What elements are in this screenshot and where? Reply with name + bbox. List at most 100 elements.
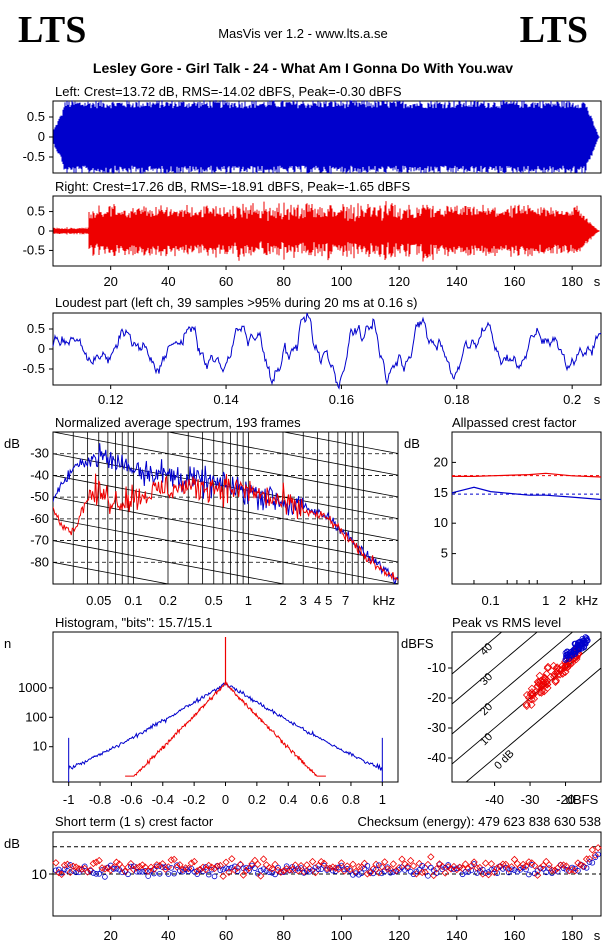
shortterm-point-left <box>205 871 212 878</box>
shortterm-point-left <box>355 871 362 878</box>
shortterm-point-right <box>432 865 441 873</box>
loudest-xtick: 0.18 <box>444 392 469 407</box>
shortterm-point-right <box>502 860 510 869</box>
shortterm-point-right <box>274 866 282 874</box>
shortterm-point-right <box>150 865 158 873</box>
shortterm-point-left <box>540 865 547 872</box>
shortterm-point-left <box>358 870 365 876</box>
shortterm-point-left <box>93 871 100 877</box>
shortterm-point-right <box>484 871 493 879</box>
shortterm-xtick: 20 <box>103 928 117 943</box>
peakrms-points <box>522 634 591 710</box>
shortterm-point-right <box>254 860 262 869</box>
shortterm-xtick: 180 <box>561 928 583 943</box>
allpass-ytick: 10 <box>434 515 448 530</box>
shortterm-point-right <box>245 864 253 872</box>
loudest-xtick: 0.12 <box>98 392 123 407</box>
shortterm-point-left <box>275 864 281 871</box>
shortterm-point-left <box>113 865 120 872</box>
shortterm-xtick: 100 <box>331 928 353 943</box>
shortterm-point-right <box>409 862 418 870</box>
shortterm-point-left <box>226 865 232 872</box>
shortterm-point-left <box>110 866 117 872</box>
shortterm-point-left <box>425 873 431 879</box>
shortterm-point-right <box>435 860 444 868</box>
shortterm-point-right <box>398 855 406 863</box>
shortterm-point-left <box>139 868 146 875</box>
shortterm-xtick: 160 <box>504 928 526 943</box>
left-wave-ytick: 0 <box>38 129 45 144</box>
shortterm-point-right <box>138 861 147 869</box>
shortterm-point-right <box>461 860 470 868</box>
peakrms-point-right <box>522 690 532 700</box>
allpass-ytick: 5 <box>441 546 448 561</box>
shortterm-point-right <box>280 867 288 875</box>
shortterm-point-right <box>210 864 219 873</box>
spectrum-xtick: 3 <box>300 593 307 608</box>
histogram-ylabel: n <box>4 636 11 651</box>
peakrms-xunit: dBFS <box>566 792 599 807</box>
shortterm-point-right <box>513 859 522 868</box>
shortterm-point-left <box>589 859 596 866</box>
peakrms-point-right <box>549 661 558 671</box>
peakrms-point-right <box>524 693 534 702</box>
allpass-ytick: 15 <box>434 485 448 500</box>
allpass-ylabel: dB <box>404 436 420 451</box>
shortterm-point-right <box>455 863 464 872</box>
peakrms-diag-label: 20 <box>478 701 495 718</box>
shortterm-point-left <box>119 869 126 876</box>
shortterm-point-left <box>102 874 108 880</box>
shortterm-point-left <box>407 868 414 875</box>
shortterm-point-left <box>243 864 250 871</box>
shortterm-point-left <box>410 871 417 878</box>
shortterm-point-right <box>190 857 199 866</box>
peakrms-point-right <box>555 664 564 674</box>
shortterm-point-left <box>96 871 102 877</box>
shortterm-point-left <box>433 870 440 876</box>
shortterm-point-right <box>346 865 354 874</box>
shortterm-point-left <box>462 869 469 875</box>
shortterm-point-left <box>260 866 267 872</box>
shortterm-point-right <box>559 861 568 869</box>
shortterm-point-right <box>519 860 527 869</box>
loudest-ytick: 0.5 <box>27 321 45 336</box>
shortterm-point-right <box>464 864 473 873</box>
shortterm-point-right <box>86 866 95 874</box>
peakrms-xtick: -20 <box>556 792 575 807</box>
shortterm-xtick: 80 <box>277 928 291 943</box>
shortterm-point-right <box>522 862 530 870</box>
spectrum-ytick: -40 <box>30 467 49 482</box>
shortterm-point-left <box>165 871 172 877</box>
histogram-series-left <box>68 682 383 772</box>
shortterm-point-right <box>259 855 268 863</box>
shortterm-point-left <box>70 868 76 874</box>
shortterm-point-left <box>543 869 549 876</box>
shortterm-point-left <box>266 869 273 875</box>
shortterm-point-right <box>375 868 383 877</box>
shortterm-point-left <box>370 870 376 877</box>
shortterm-point-right <box>225 868 233 876</box>
peakrms-point-right <box>534 678 544 687</box>
shortterm-point-right <box>340 867 348 875</box>
shortterm-point-left <box>145 873 151 879</box>
spectrum-xtick: 0.2 <box>159 593 177 608</box>
peakrms-point-left <box>577 638 584 645</box>
spectrum-xtick: 2 <box>279 593 286 608</box>
shortterm-point-left <box>575 867 581 874</box>
shortterm-point-right <box>66 868 74 877</box>
peakrms-point-right <box>522 700 531 709</box>
peakrms-point-right <box>526 689 535 699</box>
shortterm-point-right <box>156 861 164 870</box>
allpass-xtick: 1 <box>542 593 549 608</box>
shortterm-point-right <box>271 860 279 869</box>
right-wave-ytick: 0.5 <box>27 204 45 219</box>
shortterm-point-left <box>474 870 480 876</box>
shortterm-point-left <box>67 862 74 868</box>
shortterm-point-right <box>306 864 314 873</box>
shortterm-point-right <box>530 862 539 870</box>
spectrum-series-right <box>53 473 398 581</box>
peakrms-point-right <box>540 681 550 690</box>
shortterm-point-right <box>533 871 542 879</box>
shortterm-point-left <box>413 868 420 875</box>
shortterm-point-right <box>89 859 98 868</box>
